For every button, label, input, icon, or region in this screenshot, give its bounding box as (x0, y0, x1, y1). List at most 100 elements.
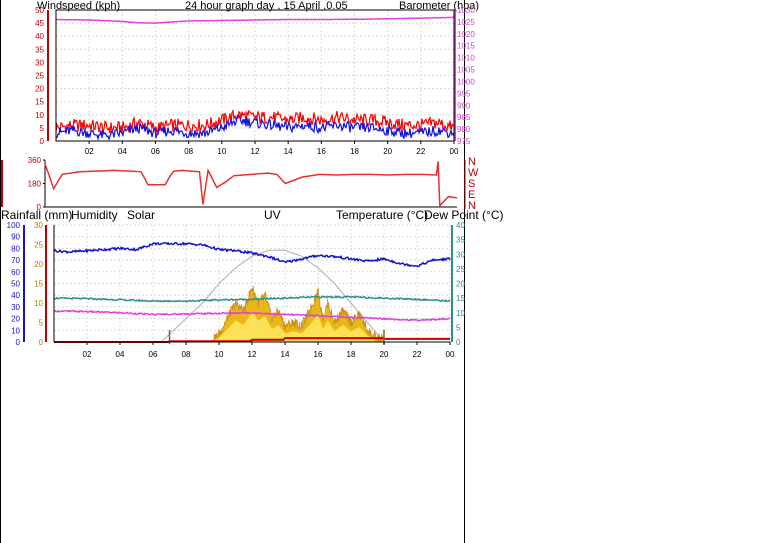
uv-area (212, 312, 375, 342)
climate-x-label-20: 20 (380, 350, 389, 359)
temp-tick-20: 20 (456, 280, 465, 289)
baro-ytick-995: 995 (457, 89, 471, 98)
legend-humidity: Humidity (71, 208, 118, 222)
baro-ytick-1020: 1020 (457, 30, 475, 39)
windspeed-line (55, 114, 455, 142)
solar-area (54, 286, 385, 343)
wind-ytick-15: 15 (35, 98, 44, 107)
wind-x-label-22: 22 (416, 147, 425, 156)
temp-tick-40: 40 (456, 221, 465, 230)
clear-sky-line (160, 249, 385, 343)
solar-tick-25: 25 (34, 241, 43, 250)
baro-ytick-1005: 1005 (457, 66, 475, 75)
wind-x-label-12: 12 (251, 147, 260, 156)
humidity-tick-30: 30 (11, 303, 20, 312)
wind-x-label-00: 00 (450, 147, 459, 156)
wind-x-label-02: 02 (85, 147, 94, 156)
humidity-tick-70: 70 (11, 256, 20, 265)
wind-x-label-14: 14 (284, 147, 293, 156)
wind-x-label-04: 04 (118, 147, 127, 156)
solar-tick-30: 30 (34, 221, 43, 230)
barometer-axis-title: Barometer (hpa) (399, 0, 479, 12)
legend-dewpoint: Dew Point (°C) (424, 208, 503, 222)
temp-tick-0: 0 (456, 338, 461, 347)
humidity-tick-80: 80 (11, 244, 20, 253)
climate-x-label-06: 06 (149, 350, 158, 359)
wind-ytick-10: 10 (35, 111, 44, 120)
wind-ytick-0: 0 (40, 137, 45, 146)
barometer-line (56, 16, 454, 24)
wind-ytick-20: 20 (35, 85, 44, 94)
temp-tick-30: 30 (456, 250, 465, 259)
legend-temperature: Temperature (°C) (336, 208, 428, 222)
windspeed-axis-title: Windspeed (kph) (37, 0, 120, 12)
baro-ytick-1010: 1010 (457, 54, 475, 63)
temp-tick-10: 10 (456, 309, 465, 318)
wind-ytick-50: 50 (35, 6, 44, 15)
wind-ytick-45: 45 (35, 19, 44, 28)
solar-tick-20: 20 (34, 260, 43, 269)
wind-x-label-16: 16 (317, 147, 326, 156)
wind-ytick-30: 30 (35, 58, 44, 67)
climate-x-label-12: 12 (248, 350, 257, 359)
solar-tick-0: 0 (39, 338, 44, 347)
compass-letter-3: E (468, 189, 475, 201)
temp-tick-25: 25 (456, 265, 465, 274)
wind-x-label-20: 20 (383, 147, 392, 156)
wind-x-label-08: 08 (184, 147, 193, 156)
solar-tick-10: 10 (34, 299, 43, 308)
climate-x-label-08: 08 (182, 350, 191, 359)
left-frame-line (0, 0, 1, 543)
compass-letter-1: W (468, 167, 479, 179)
humidity-tick-50: 50 (11, 280, 20, 289)
dir-ytick-180: 180 (28, 180, 42, 189)
dir-ytick-0: 0 (37, 203, 42, 212)
compass-letter-0: N (468, 156, 476, 168)
baro-ytick-1030: 1030 (457, 6, 475, 15)
humidity-tick-90: 90 (11, 233, 20, 242)
baro-ytick-980: 980 (457, 125, 471, 134)
climate-x-label-18: 18 (347, 350, 356, 359)
compass-letter-2: S (468, 178, 475, 190)
baro-ytick-985: 985 (457, 113, 471, 122)
legend-solar: Solar (127, 208, 155, 222)
humidity-tick-0: 0 (16, 338, 21, 347)
humidity-tick-20: 20 (11, 315, 20, 324)
climate-x-label-02: 02 (83, 350, 92, 359)
wind-ytick-5: 5 (40, 124, 45, 133)
temp-tick-15: 15 (456, 294, 465, 303)
wind-x-label-10: 10 (217, 147, 226, 156)
solar-tick-15: 15 (34, 280, 43, 289)
wind-x-label-18: 18 (350, 147, 359, 156)
climate-x-label-04: 04 (116, 350, 125, 359)
wind-x-label-06: 06 (151, 147, 160, 156)
temp-tick-35: 35 (456, 236, 465, 245)
wind-ytick-25: 25 (35, 72, 44, 81)
temp-tick-5: 5 (456, 323, 461, 332)
humidity-tick-10: 10 (11, 326, 20, 335)
dir-ytick-360: 360 (28, 156, 42, 165)
compass-letter-4: N (468, 200, 476, 212)
climate-x-label-00: 00 (446, 350, 455, 359)
humidity-tick-60: 60 (11, 268, 20, 277)
right-frame-line (464, 0, 465, 543)
solar-tick-5: 5 (39, 319, 44, 328)
climate-x-label-10: 10 (215, 350, 224, 359)
climate-x-label-16: 16 (314, 350, 323, 359)
baro-ytick-1025: 1025 (457, 18, 475, 27)
wind-ytick-40: 40 (35, 32, 44, 41)
baro-ytick-990: 990 (457, 101, 471, 110)
wind-direction-line (44, 161, 458, 208)
wind-ytick-35: 35 (35, 45, 44, 54)
dewpoint-line (53, 309, 451, 322)
baro-ytick-975: 975 (457, 137, 471, 146)
climate-x-label-14: 14 (281, 350, 290, 359)
temperature-line (53, 295, 451, 303)
baro-ytick-1015: 1015 (457, 42, 475, 51)
legend-uv: UV (264, 208, 281, 222)
humidity-tick-100: 100 (7, 221, 21, 230)
baro-ytick-1000: 1000 (457, 77, 475, 86)
legend-rainfall: Rainfall (mm) (1, 208, 72, 222)
humidity-tick-40: 40 (11, 291, 20, 300)
